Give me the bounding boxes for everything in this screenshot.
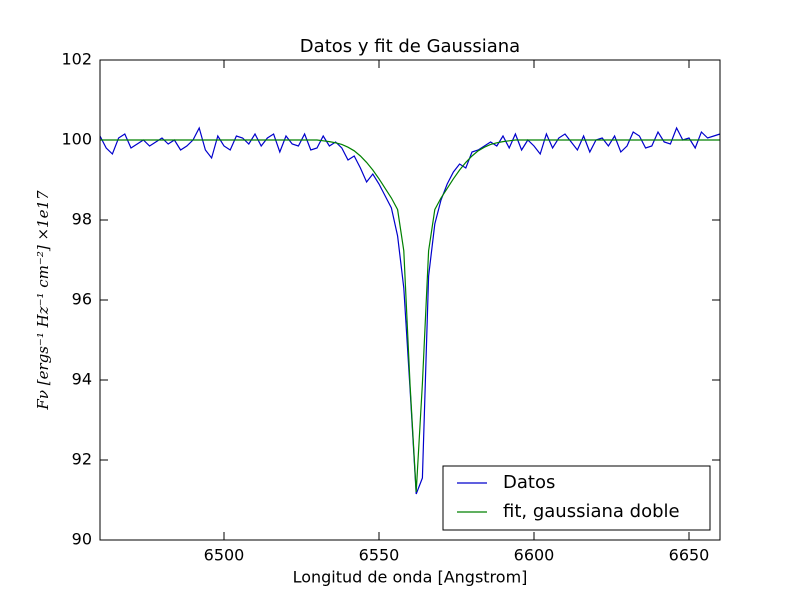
plot-frame <box>99 59 721 541</box>
x-tick-label: 6550 <box>359 546 400 565</box>
y-axis-label: Fν [ergs⁻¹ Hz⁻¹ cm⁻²] ×1e17 <box>34 190 52 411</box>
x-tick-label: 6600 <box>514 546 555 565</box>
y-tick-label: 90 <box>72 530 92 549</box>
legend-label: Datos <box>503 472 555 493</box>
y-tick-label: 92 <box>72 450 92 469</box>
y-tick-label: 98 <box>72 210 92 229</box>
x-axis-label: Longitud de onda [Angstrom] <box>293 568 528 587</box>
legend-box <box>442 465 711 531</box>
chart-title: Datos y fit de Gaussiana <box>300 36 520 57</box>
x-tick-label: 6650 <box>669 546 710 565</box>
y-tick-label: 94 <box>72 370 92 389</box>
y-tick-label: 100 <box>61 130 92 149</box>
data-line <box>100 139 720 493</box>
y-tick-label: 96 <box>72 290 92 309</box>
y-tick-label: 102 <box>61 50 92 69</box>
legend-label: fit, gaussiana doble <box>503 501 680 522</box>
x-tick-label: 6500 <box>204 546 245 565</box>
